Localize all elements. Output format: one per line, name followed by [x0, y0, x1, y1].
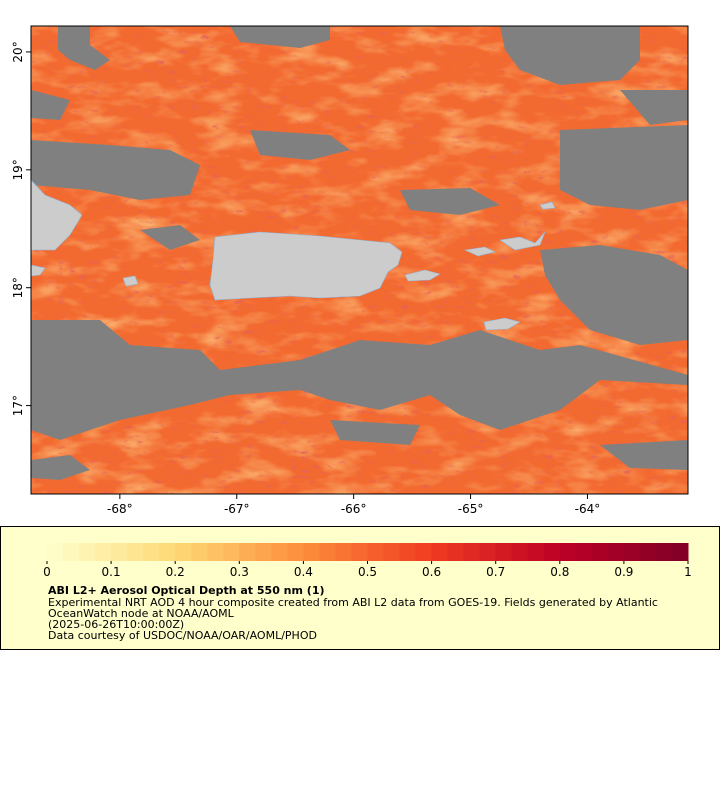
- colorbar-cell: [223, 543, 240, 561]
- x-tick-label: -68°: [107, 502, 133, 516]
- colorbar-tick-label: 0.2: [166, 565, 185, 579]
- colorbar-tick-label: 0.6: [422, 565, 441, 579]
- colorbar-cell: [127, 543, 144, 561]
- colorbar-tick-label: 0: [43, 565, 51, 579]
- colorbar-cell: [239, 543, 256, 561]
- colorbar-tick-label: 0.1: [102, 565, 121, 579]
- colorbar-cell: [63, 543, 80, 561]
- colorbar-tick-label: 1: [684, 565, 692, 579]
- colorbar-cell: [143, 543, 160, 561]
- colorbar-cell: [175, 543, 192, 561]
- map-area: [31, 26, 688, 494]
- map-frame: [30, 25, 689, 495]
- y-tick-label: 20°: [11, 41, 25, 62]
- legend-text: OceanWatch node at NOAA/AOML: [48, 607, 235, 620]
- x-tick-label: -64°: [575, 502, 601, 516]
- colorbar-cell: [351, 543, 368, 561]
- axes: -68° -67° -66° -65° -64° 20° 19° 18° 17°: [11, 41, 600, 516]
- colorbar-cell: [607, 543, 625, 561]
- colorbar-cell: [639, 543, 657, 561]
- colorbar-cell: [479, 543, 497, 561]
- colorbar-cell: [271, 543, 288, 561]
- colorbar-cell: [47, 543, 64, 561]
- colorbar-cell: [95, 543, 112, 561]
- colorbar-cell: [671, 543, 689, 561]
- no-data: [31, 26, 688, 480]
- colorbar-cell: [367, 543, 385, 561]
- colorbar-tick-label: 0.4: [294, 565, 313, 579]
- land: [31, 179, 556, 331]
- colorbar-cell: [319, 543, 336, 561]
- colorbar: 0 0.1 0.2 0.3 0.4 0.5 0.6 0.7 0.8 0.9 1: [43, 543, 692, 579]
- colorbar-tick-label: 0.9: [614, 565, 633, 579]
- colorbar-cell: [303, 543, 320, 561]
- colorbar-cell: [415, 543, 433, 561]
- colorbar-cell: [511, 543, 529, 561]
- colorbar-tick-label: 0.8: [550, 565, 569, 579]
- legend-text: (2025-06-26T10:00:00Z): [48, 618, 184, 631]
- colorbar-cell: [575, 543, 593, 561]
- colorbar-cell: [655, 543, 673, 561]
- colorbar-cell: [543, 543, 561, 561]
- y-tick-label: 19°: [11, 159, 25, 180]
- colorbar-cell: [159, 543, 176, 561]
- colorbar-cell: [559, 543, 577, 561]
- colorbar-cell: [255, 543, 272, 561]
- colorbar-cell: [287, 543, 304, 561]
- colorbar-cell: [79, 543, 96, 561]
- colorbar-cell: [335, 543, 352, 561]
- y-tick-label: 17°: [11, 395, 25, 416]
- colorbar-cell: [399, 543, 417, 561]
- x-tick-label: -67°: [224, 502, 250, 516]
- colorbar-cell: [447, 543, 465, 561]
- x-tick-label: -66°: [341, 502, 367, 516]
- legend-text: Data courtesy of USDOC/NOAA/OAR/AOML/PHO…: [48, 629, 317, 642]
- legend-text: Experimental NRT AOD 4 hour composite cr…: [48, 596, 658, 609]
- x-tick-label: -65°: [458, 502, 484, 516]
- colorbar-cell: [463, 543, 481, 561]
- colorbar-cell: [383, 543, 401, 561]
- colorbar-cell: [527, 543, 545, 561]
- colorbar-cell: [495, 543, 513, 561]
- colorbar-tick-label: 0.7: [486, 565, 505, 579]
- colorbar-cell: [111, 543, 128, 561]
- colorbar-cell: [207, 543, 224, 561]
- colorbar-cell: [191, 543, 208, 561]
- colorbar-cell: [591, 543, 609, 561]
- colorbar-tick-label: 0.3: [230, 565, 249, 579]
- colorbar-tick-label: 0.5: [358, 565, 377, 579]
- colorbar-cell: [431, 543, 449, 561]
- colorbar-cell: [623, 543, 641, 561]
- legend-title: ABI L2+ Aerosol Optical Depth at 550 nm …: [48, 584, 325, 597]
- y-tick-label: 18°: [11, 277, 25, 298]
